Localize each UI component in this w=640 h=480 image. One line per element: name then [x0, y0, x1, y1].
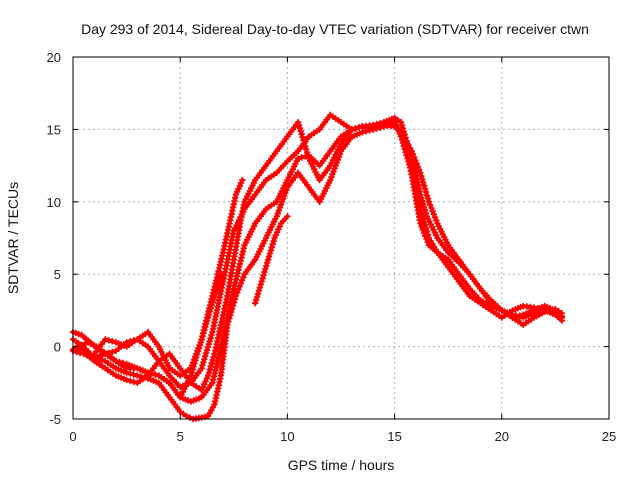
chart-title: Day 293 of 2014, Sidereal Day-to-day VTE…: [81, 21, 589, 37]
series-markers: [74, 119, 566, 394]
series-markers: [69, 114, 566, 405]
x-tick-label: 25: [602, 429, 616, 444]
y-tick-label: 0: [54, 340, 61, 355]
y-tick-label: 15: [47, 122, 61, 137]
series-markers: [252, 213, 291, 307]
x-tick-label: 0: [69, 429, 76, 444]
series-line: [71, 115, 564, 404]
x-tick-label: 20: [495, 429, 509, 444]
series-markers: [69, 111, 566, 391]
y-tick-label: 10: [47, 195, 61, 210]
grid-lines: [73, 57, 609, 419]
axis-ticks: 0 5 10 15 20 25 -5 0 5 10 15 20: [47, 50, 617, 444]
series-markers: [91, 271, 225, 379]
series-arc-7: [252, 213, 291, 307]
data-series: [69, 111, 566, 423]
series-arc-2: [69, 114, 566, 405]
x-tick-label: 15: [387, 429, 401, 444]
x-tick-label: 10: [280, 429, 294, 444]
y-axis-label: SDTVAR / TECUs: [5, 182, 21, 294]
y-tick-label: 5: [54, 267, 61, 282]
series-arc-3: [74, 119, 566, 394]
series-arc-6: [91, 271, 225, 379]
y-tick-label: 20: [47, 50, 61, 65]
series-arc-4: [69, 111, 566, 391]
plot-frame: [72, 56, 610, 420]
x-axis-label: GPS time / hours: [288, 457, 395, 473]
x-tick-label: 5: [177, 429, 184, 444]
y-tick-label: -5: [49, 412, 61, 427]
